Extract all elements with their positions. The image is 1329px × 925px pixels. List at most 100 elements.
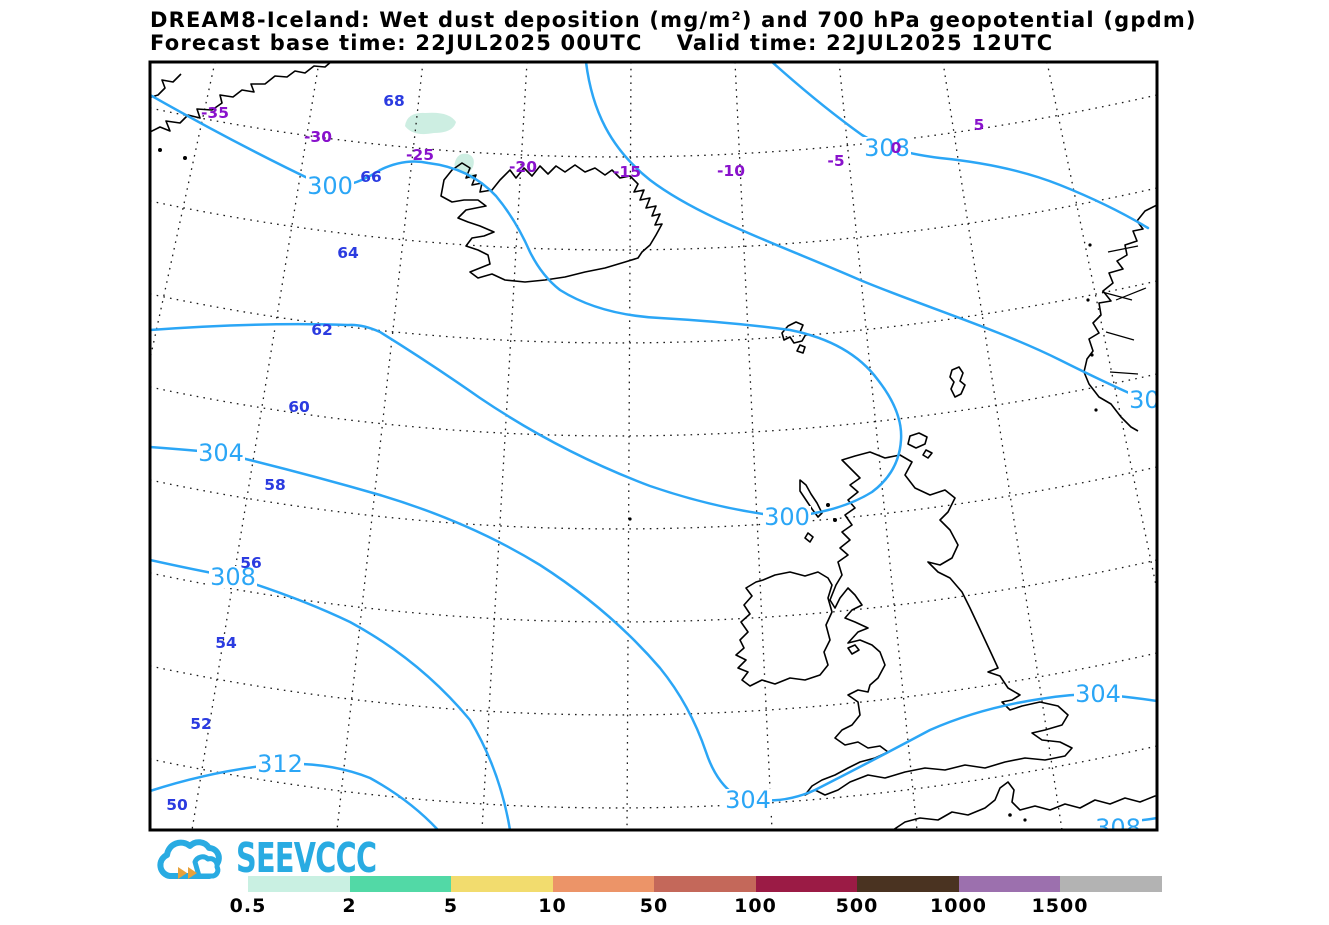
colorbar-tick-label: 2 <box>342 895 357 917</box>
contour-label-bg <box>256 753 304 775</box>
contour-label-bg <box>306 175 354 197</box>
colorbar-tick-label: 500 <box>835 895 879 917</box>
islet <box>1008 813 1012 817</box>
coastline <box>892 781 1157 830</box>
coastline <box>150 62 333 133</box>
colorbar-segment <box>755 876 857 892</box>
coastline <box>735 571 833 687</box>
islet <box>1090 353 1094 357</box>
colorbar-tick-label: 10 <box>538 895 567 917</box>
islet <box>1088 243 1092 247</box>
logo-text: SEEVCCC <box>236 834 377 882</box>
coastline <box>949 366 966 398</box>
contour-label: 304 <box>1075 680 1121 708</box>
geopotential-contour <box>770 62 1150 230</box>
contour-label-bg <box>1128 389 1157 411</box>
contour-label: 300 <box>764 503 810 531</box>
colorbar-segment <box>552 876 654 892</box>
colorbar-segment <box>958 876 1060 892</box>
fjord-line <box>1101 291 1133 301</box>
forecast-time-subtitle: Forecast base time: 22JUL2025 00UTC Vali… <box>150 31 1054 55</box>
islet <box>183 156 187 160</box>
coastline <box>847 644 860 655</box>
contour-label-bg <box>724 789 772 811</box>
map-frame <box>148 60 1159 832</box>
coastline <box>907 432 933 459</box>
coastline <box>796 344 806 354</box>
longitude-label: 0 <box>891 139 902 157</box>
geopotential-contour <box>150 445 1157 802</box>
coastline <box>781 321 807 344</box>
colorbar-tick-label: 0.5 <box>229 895 267 917</box>
map-title: DREAM8-Iceland: Wet dust deposition (mg/… <box>150 8 1197 32</box>
latitude-label: 54 <box>215 634 237 652</box>
colorbar-tick-label: 50 <box>639 895 669 917</box>
contour-label: 308 <box>1095 814 1141 842</box>
colorbar-segment <box>1060 876 1162 892</box>
longitude-label: -25 <box>406 146 434 164</box>
colorbar-tick-label: 1500 <box>1031 895 1089 917</box>
dust-deposition-patch <box>405 112 456 135</box>
graticule-meridian <box>838 62 918 830</box>
fjord-line <box>1105 331 1135 341</box>
latitude-label: 58 <box>264 476 286 494</box>
seevccc-logo: SEEVCCC <box>148 834 548 886</box>
islet <box>833 518 837 522</box>
graticule-parallel <box>150 280 1157 344</box>
fjord-line <box>1109 371 1139 375</box>
contour-label-bg <box>209 566 257 588</box>
colorbar-segment <box>451 876 553 892</box>
islet <box>826 503 830 507</box>
graticule-parallel <box>150 94 1157 158</box>
coastline <box>804 451 1073 796</box>
latitude-label: 66 <box>360 168 382 186</box>
coastline <box>150 73 182 99</box>
latitude-label: 50 <box>166 796 188 814</box>
contour-label: 300 <box>307 172 353 200</box>
geopotential-contour <box>150 762 440 830</box>
contour-label-bg <box>1094 817 1142 830</box>
longitude-label: 5 <box>974 116 985 134</box>
islet <box>1094 408 1098 412</box>
islet <box>158 148 162 152</box>
fjord-line <box>1107 245 1139 253</box>
islet <box>628 517 632 521</box>
contour-label: 308 <box>210 563 256 591</box>
graticule-parallel <box>150 466 1157 530</box>
longitude-label: -15 <box>613 163 641 181</box>
colorbar-segment <box>349 876 451 892</box>
coastline <box>440 162 663 283</box>
cloud-logo-icon <box>157 839 222 879</box>
latitude-label: 56 <box>240 554 262 572</box>
latitude-label: 64 <box>337 244 359 262</box>
colorbar-segment <box>654 876 756 892</box>
contour-label: 304 <box>725 786 771 814</box>
islet <box>1023 818 1027 822</box>
graticule-parallel <box>150 559 1157 623</box>
latitude-label: 68 <box>383 92 405 110</box>
graticule-meridian <box>191 62 320 830</box>
contour-label: 308 <box>864 134 910 162</box>
islet <box>1086 298 1090 302</box>
colorbar-tick-label: 1000 <box>930 895 987 917</box>
contour-label-bg <box>863 137 911 159</box>
colorbar-tick-label: 5 <box>443 895 459 917</box>
contour-label-bg <box>763 506 811 528</box>
longitude-label: -35 <box>201 104 229 122</box>
graticule-meridian <box>734 62 773 830</box>
colorbar-tick-label: 100 <box>734 895 777 917</box>
colorbar-segment <box>857 876 959 892</box>
colorbar-segment <box>248 876 350 892</box>
longitude-label: -5 <box>827 152 844 170</box>
longitude-label: -30 <box>304 128 332 146</box>
contour-label-bg <box>1074 683 1122 705</box>
longitude-label: -20 <box>509 158 537 176</box>
latitude-label: 62 <box>311 321 333 339</box>
latitude-label: 52 <box>190 715 212 733</box>
longitude-label: -10 <box>717 162 745 180</box>
coastline <box>1083 204 1157 432</box>
contour-label: 300 <box>1129 386 1175 414</box>
graticule-meridian <box>626 62 632 830</box>
